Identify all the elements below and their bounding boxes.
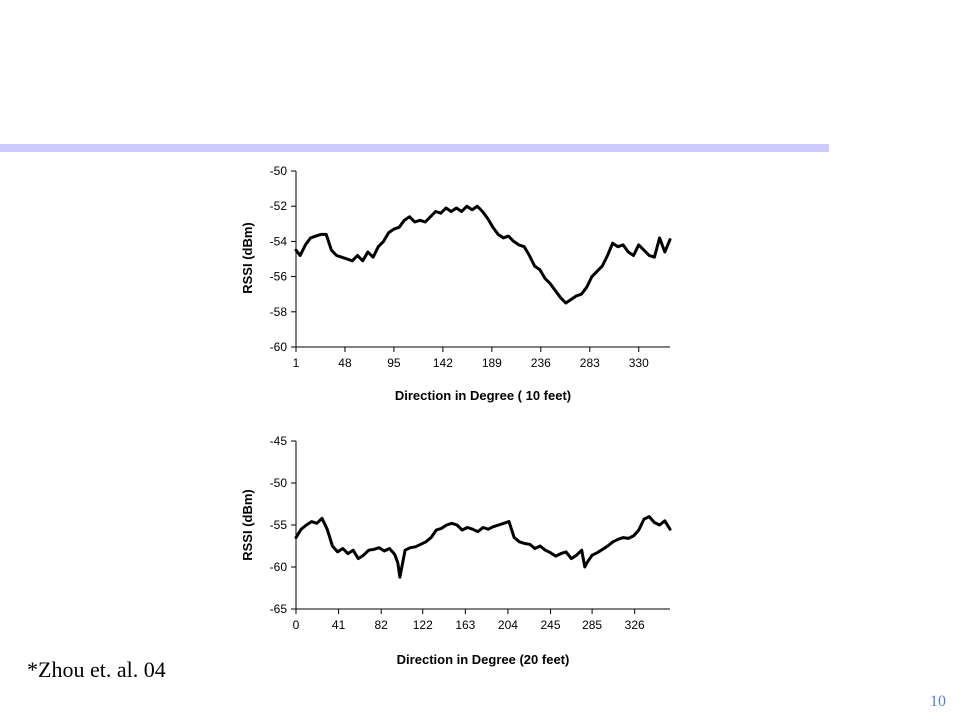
- x-tick-label: 142: [433, 356, 453, 370]
- y-tick-label: -52: [270, 199, 288, 213]
- x-tick-label: 0: [293, 618, 300, 632]
- x-tick-label: 82: [375, 618, 389, 632]
- x-tick-label: 236: [531, 356, 551, 370]
- x-tick-label: 204: [498, 618, 518, 632]
- y-tick-label: -50: [270, 164, 288, 178]
- y-tick-label: -54: [270, 234, 288, 248]
- x-tick-label: 122: [413, 618, 433, 632]
- chart-rssi-20ft: RSSI (dBm) Direction in Degree (20 feet)…: [240, 434, 672, 667]
- x-axis-label: Direction in Degree ( 10 feet): [395, 388, 571, 403]
- chart-rssi-10ft: RSSI (dBm) Direction in Degree ( 10 feet…: [240, 164, 672, 403]
- y-tick-label: -58: [270, 305, 288, 319]
- y-tick-label: -56: [270, 270, 288, 284]
- x-tick-label: 283: [580, 356, 600, 370]
- x-tick-label: 189: [482, 356, 502, 370]
- y-tick-label: -45: [270, 434, 288, 448]
- x-tick-label: 41: [332, 618, 346, 632]
- x-axis-label: Direction in Degree (20 feet): [397, 652, 570, 667]
- y-tick-label: -60: [270, 340, 288, 354]
- series-line: [294, 515, 672, 579]
- slide-number: 10: [930, 693, 946, 710]
- y-tick-label: -50: [270, 476, 288, 490]
- x-tick-label: 330: [629, 356, 649, 370]
- y-axis-label: RSSI (dBm): [240, 222, 255, 294]
- title-accent-bar: [0, 144, 829, 152]
- x-tick-label: 285: [582, 618, 602, 632]
- series-line: [294, 204, 672, 305]
- x-tick-label: 95: [387, 356, 401, 370]
- x-tick-label: 163: [455, 618, 475, 632]
- x-tick-label: 48: [338, 356, 352, 370]
- y-tick-label: -60: [270, 560, 288, 574]
- y-tick-label: -65: [270, 602, 288, 616]
- x-tick-label: 245: [541, 618, 561, 632]
- x-tick-label: 1: [293, 356, 300, 370]
- x-tick-label: 326: [625, 618, 645, 632]
- y-tick-label: -55: [270, 518, 288, 532]
- citation-footnote: *Zhou et. al. 04: [27, 657, 166, 682]
- y-axis-label: RSSI (dBm): [240, 489, 255, 561]
